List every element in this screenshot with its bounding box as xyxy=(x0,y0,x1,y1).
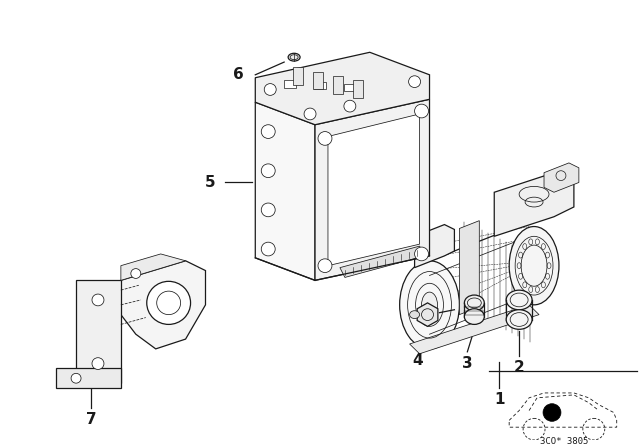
Polygon shape xyxy=(417,303,438,327)
Polygon shape xyxy=(494,172,574,236)
Circle shape xyxy=(92,358,104,370)
Ellipse shape xyxy=(465,309,484,324)
Polygon shape xyxy=(76,280,121,383)
Polygon shape xyxy=(333,76,343,94)
Polygon shape xyxy=(313,72,323,89)
Polygon shape xyxy=(340,246,424,277)
Circle shape xyxy=(408,76,420,87)
Ellipse shape xyxy=(465,295,484,311)
Polygon shape xyxy=(284,80,296,87)
Circle shape xyxy=(261,242,275,256)
Text: 3: 3 xyxy=(462,356,473,371)
Polygon shape xyxy=(328,114,420,266)
Polygon shape xyxy=(344,84,356,91)
Polygon shape xyxy=(121,261,205,349)
Circle shape xyxy=(71,373,81,383)
Polygon shape xyxy=(293,67,303,85)
Circle shape xyxy=(157,291,180,314)
Ellipse shape xyxy=(506,310,532,329)
Circle shape xyxy=(131,269,141,278)
Circle shape xyxy=(261,125,275,138)
Text: 7: 7 xyxy=(86,412,96,427)
Text: 5: 5 xyxy=(205,175,216,190)
Circle shape xyxy=(147,281,191,324)
Polygon shape xyxy=(410,305,539,354)
Circle shape xyxy=(543,404,561,421)
Circle shape xyxy=(304,108,316,120)
Polygon shape xyxy=(415,224,454,267)
Circle shape xyxy=(264,84,276,95)
Polygon shape xyxy=(121,254,186,280)
Ellipse shape xyxy=(509,227,559,305)
Text: 1: 1 xyxy=(494,392,504,407)
Ellipse shape xyxy=(506,290,532,310)
Text: 4: 4 xyxy=(412,353,423,368)
Circle shape xyxy=(318,132,332,145)
Polygon shape xyxy=(544,163,579,192)
Ellipse shape xyxy=(519,186,549,202)
Ellipse shape xyxy=(288,53,300,61)
Polygon shape xyxy=(255,52,429,125)
Circle shape xyxy=(415,247,429,261)
Text: 3CO* 3805: 3CO* 3805 xyxy=(540,437,588,446)
Ellipse shape xyxy=(399,261,460,349)
Polygon shape xyxy=(255,102,315,280)
Polygon shape xyxy=(314,82,326,90)
Circle shape xyxy=(318,259,332,272)
Text: 2: 2 xyxy=(514,360,525,375)
Circle shape xyxy=(261,164,275,177)
Circle shape xyxy=(92,294,104,306)
Circle shape xyxy=(261,203,275,217)
Ellipse shape xyxy=(422,292,438,318)
Ellipse shape xyxy=(410,311,420,319)
Polygon shape xyxy=(315,99,429,280)
Polygon shape xyxy=(56,368,121,388)
Circle shape xyxy=(344,100,356,112)
Polygon shape xyxy=(460,221,479,314)
Text: 6: 6 xyxy=(233,67,244,82)
Circle shape xyxy=(415,104,429,118)
Polygon shape xyxy=(353,80,363,98)
